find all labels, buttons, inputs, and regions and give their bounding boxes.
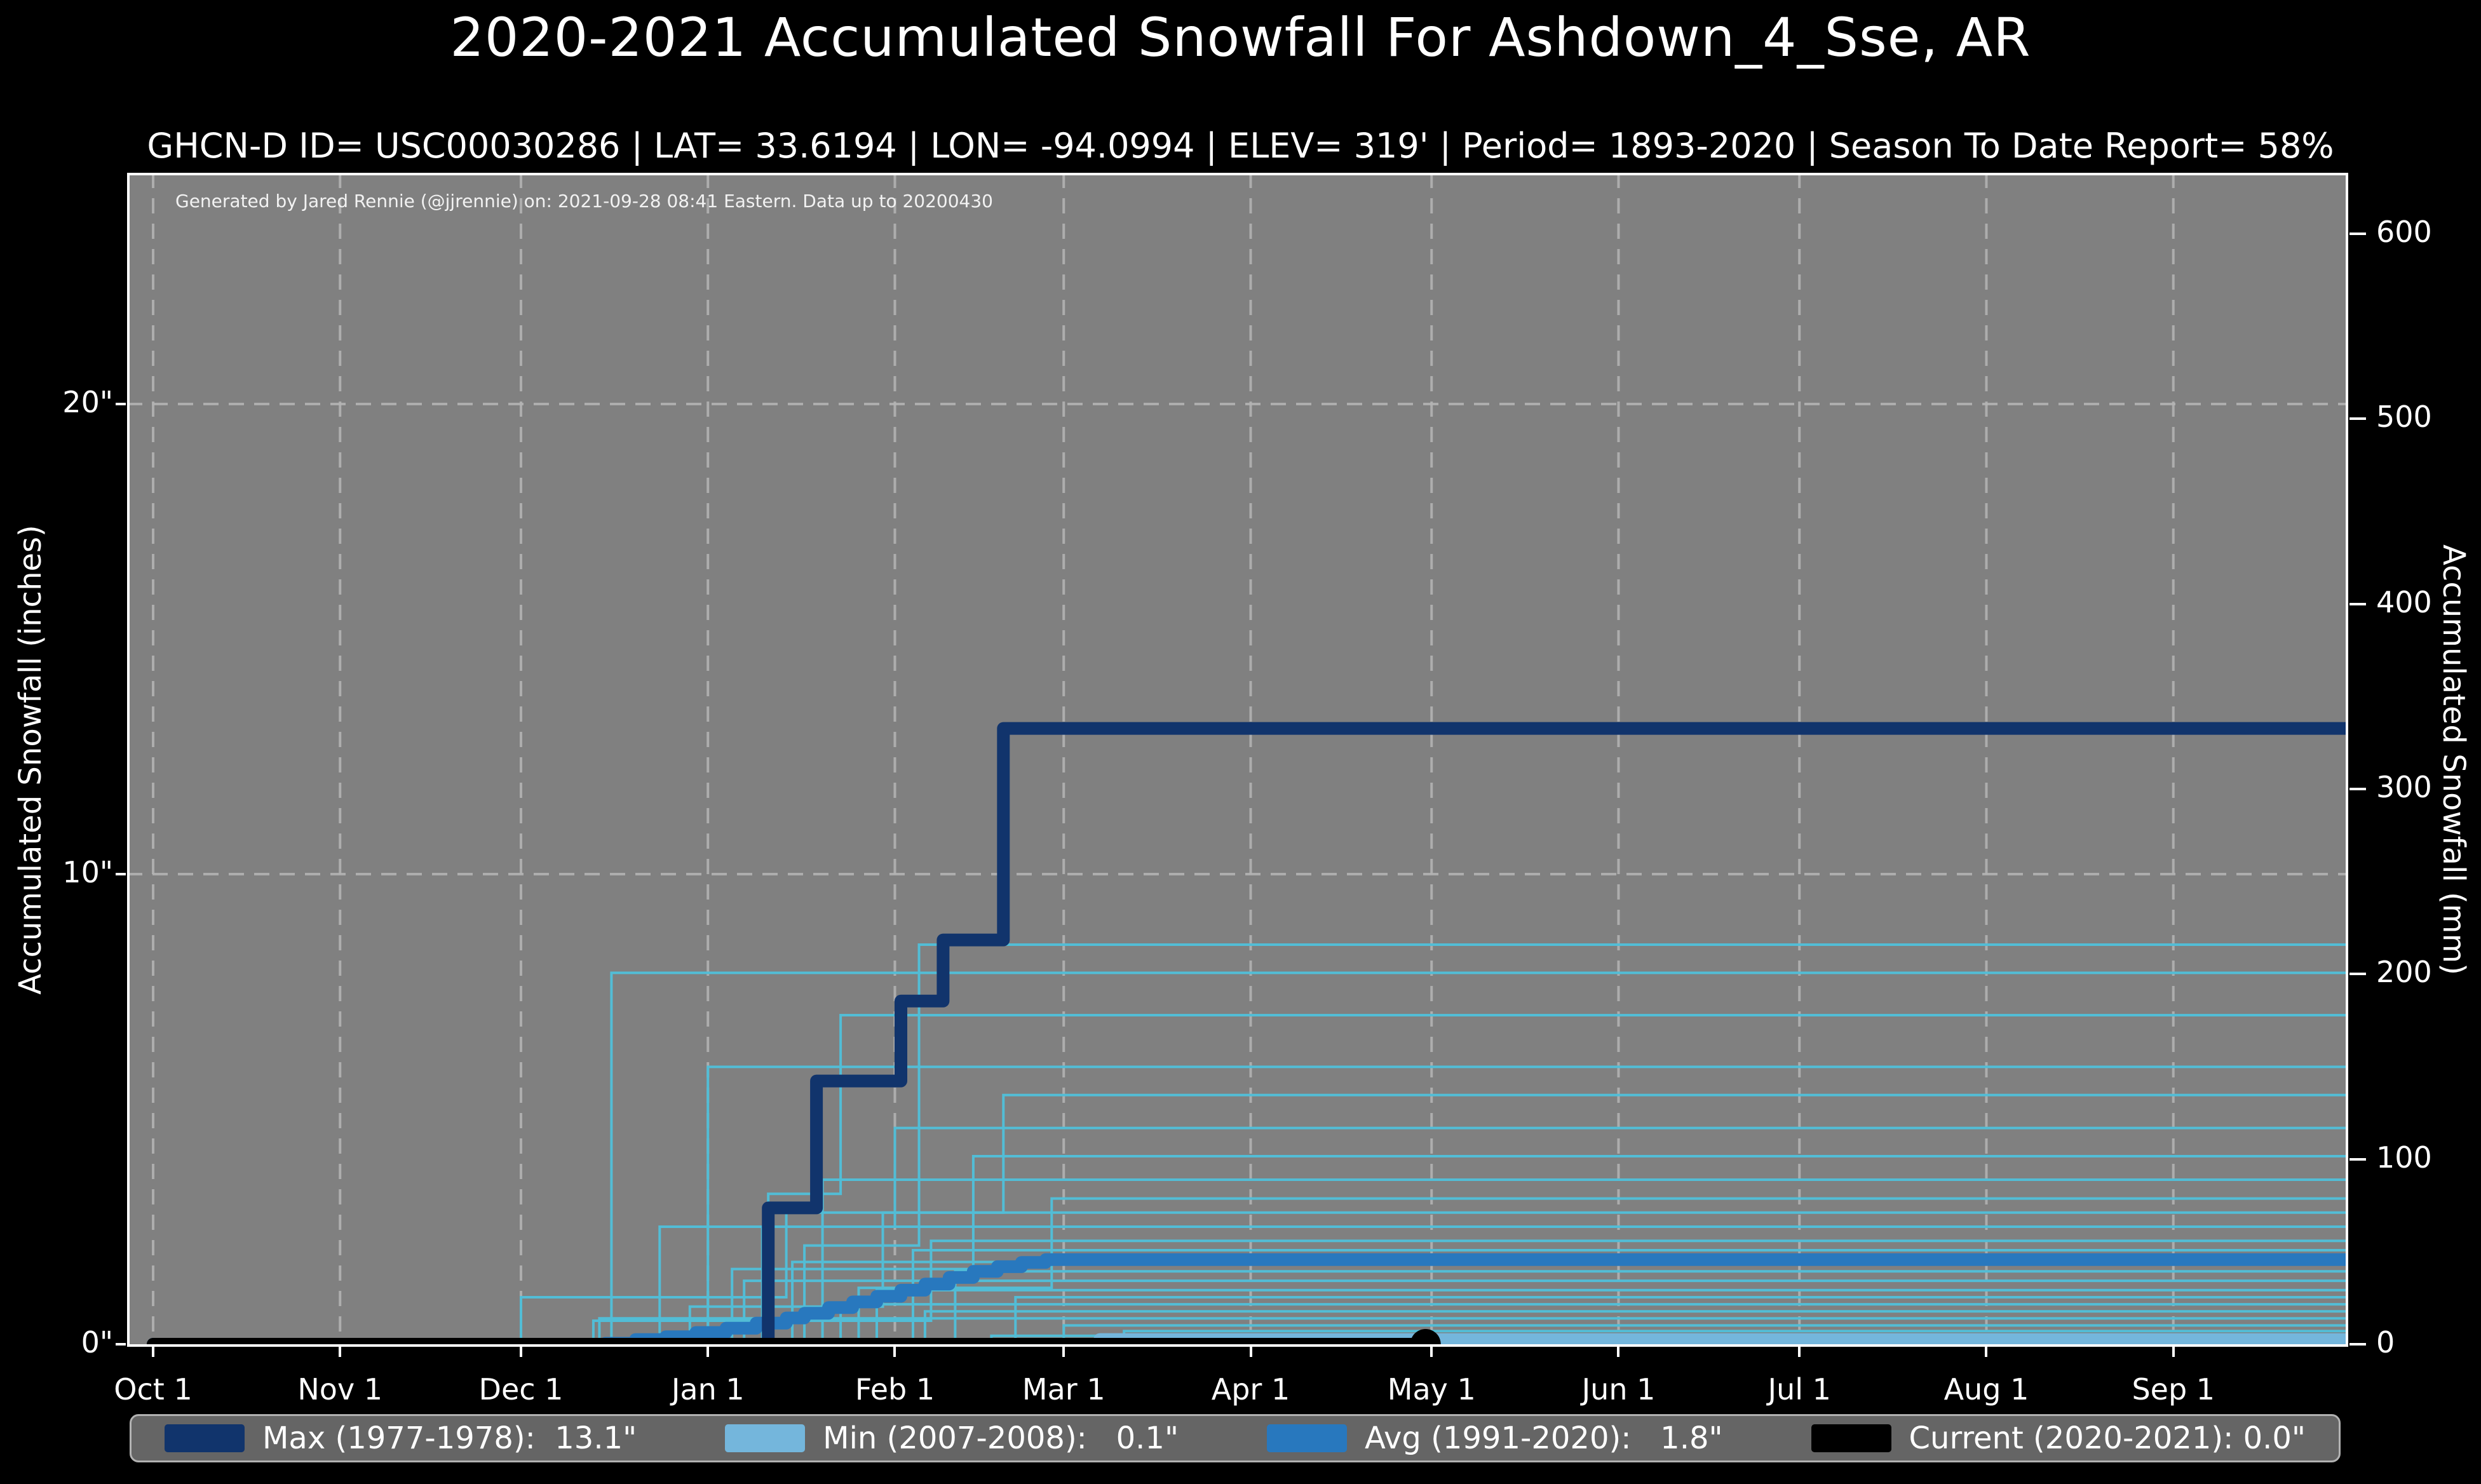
legend-item: Max (1977-1978): 13.1" bbox=[165, 1420, 637, 1456]
chart-title: 2020-2021 Accumulated Snowfall For Ashdo… bbox=[450, 6, 2031, 69]
x-tick-mark bbox=[1062, 1347, 1065, 1357]
x-tick-label: May 1 bbox=[1387, 1372, 1476, 1406]
x-tick-label: Dec 1 bbox=[478, 1372, 564, 1406]
y-left-tick-mark bbox=[116, 1343, 126, 1346]
y-right-tick-mark bbox=[2349, 602, 2366, 605]
y-right-tick-label: 0 bbox=[2376, 1325, 2395, 1359]
x-tick-label: Nov 1 bbox=[297, 1372, 383, 1406]
x-tick-label: Jun 1 bbox=[1581, 1372, 1656, 1406]
legend-label: Min (2007-2008): 0.1" bbox=[823, 1420, 1179, 1456]
legend: Max (1977-1978): 13.1" Min (2007-2008): 0… bbox=[130, 1414, 2341, 1462]
snowfall-chart bbox=[127, 173, 2348, 1347]
legend-item: Avg (1991-2020): 1.8" bbox=[1266, 1420, 1723, 1456]
legend-item: Current (2020-2021): 0.0" bbox=[1811, 1420, 2306, 1456]
x-tick-mark bbox=[893, 1347, 896, 1357]
x-tick-label: Apr 1 bbox=[1211, 1372, 1290, 1406]
y-right-tick-mark bbox=[2349, 1343, 2366, 1346]
station-metadata-subtitle: GHCN-D ID= USC00030286 | LAT= 33.6194 | … bbox=[147, 126, 2334, 166]
y-axis-label-inches: Accumulated Snowfall (inches) bbox=[13, 525, 48, 995]
x-tick-mark bbox=[1617, 1347, 1620, 1357]
plot-area: Generated by Jared Rennie (@jjrennie) on… bbox=[127, 173, 2348, 1347]
y-left-tick-mark bbox=[116, 873, 126, 875]
x-tick-mark bbox=[339, 1347, 342, 1357]
y-right-tick-label: 200 bbox=[2376, 955, 2432, 990]
y-left-tick-mark bbox=[116, 403, 126, 405]
y-axis-label-mm: Accumulated Snowfall (mm) bbox=[2436, 544, 2471, 975]
y-right-tick-label: 300 bbox=[2376, 769, 2432, 804]
legend-swatch bbox=[1266, 1424, 1347, 1452]
series-max-line bbox=[147, 722, 2348, 1347]
x-tick-label: Jan 1 bbox=[671, 1372, 745, 1406]
x-tick-label: Aug 1 bbox=[1944, 1372, 2029, 1406]
y-right-tick-label: 600 bbox=[2376, 214, 2432, 249]
y-right-tick-mark bbox=[2349, 787, 2366, 790]
x-tick-mark bbox=[2172, 1347, 2175, 1357]
x-tick-label: Jul 1 bbox=[1768, 1372, 1831, 1406]
x-tick-mark bbox=[519, 1347, 522, 1357]
x-tick-mark bbox=[1798, 1347, 1801, 1357]
legend-label: Max (1977-1978): 13.1" bbox=[262, 1420, 637, 1456]
attribution-text: Generated by Jared Rennie (@jjrennie) on… bbox=[175, 191, 993, 212]
y-left-tick-label: 0" bbox=[81, 1325, 113, 1359]
x-tick-mark bbox=[1249, 1347, 1252, 1357]
y-right-tick-label: 400 bbox=[2376, 584, 2432, 619]
y-right-tick-label: 500 bbox=[2376, 400, 2432, 435]
y-left-tick-label: 10" bbox=[62, 855, 113, 889]
x-tick-mark bbox=[1985, 1347, 1988, 1357]
legend-label: Avg (1991-2020): 1.8" bbox=[1364, 1420, 1723, 1456]
x-tick-label: Oct 1 bbox=[114, 1372, 193, 1406]
y-left-tick-label: 20" bbox=[62, 385, 113, 419]
x-tick-label: Mar 1 bbox=[1022, 1372, 1105, 1406]
legend-swatch bbox=[1811, 1424, 1891, 1452]
x-tick-label: Sep 1 bbox=[2132, 1372, 2215, 1406]
x-tick-label: Feb 1 bbox=[855, 1372, 935, 1406]
x-tick-mark bbox=[1430, 1347, 1433, 1357]
legend-item: Min (2007-2008): 0.1" bbox=[725, 1420, 1179, 1456]
season-line bbox=[153, 971, 2348, 1346]
legend-label: Current (2020-2021): 0.0" bbox=[1909, 1420, 2306, 1456]
x-tick-mark bbox=[706, 1347, 710, 1357]
y-right-tick-mark bbox=[2349, 1157, 2366, 1161]
series-current-end-dot bbox=[1410, 1329, 1441, 1347]
y-right-tick-mark bbox=[2349, 232, 2366, 235]
legend-swatch bbox=[165, 1424, 245, 1452]
y-right-tick-mark bbox=[2349, 417, 2366, 421]
y-right-tick-label: 100 bbox=[2376, 1140, 2432, 1175]
series-avg-line bbox=[147, 1253, 2348, 1347]
x-tick-mark bbox=[152, 1347, 154, 1357]
y-right-tick-mark bbox=[2349, 973, 2366, 976]
legend-swatch bbox=[725, 1424, 806, 1452]
